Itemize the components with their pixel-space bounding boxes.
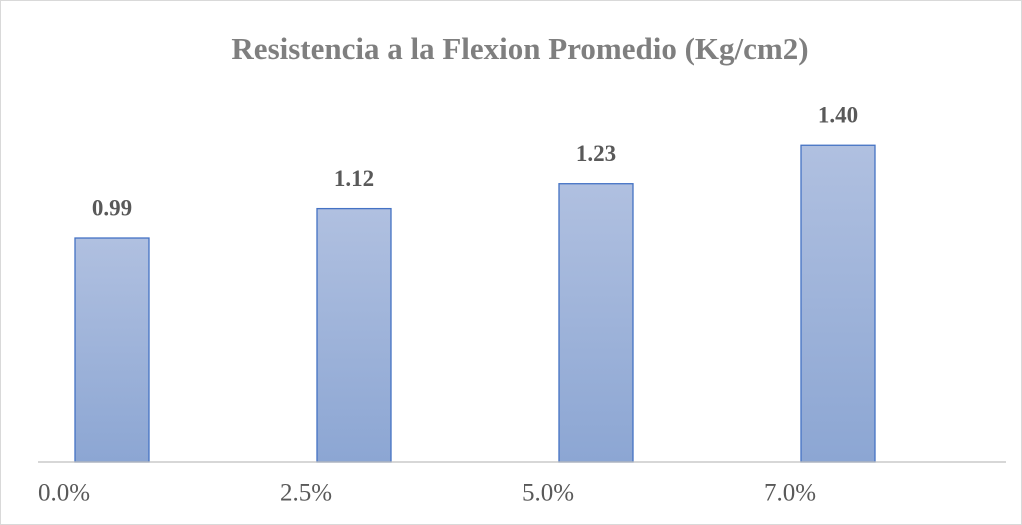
x-tick-label: 5.0% [522, 480, 574, 507]
x-tick-label: 0.0% [38, 480, 90, 507]
bar [558, 183, 634, 463]
chart-title: Resistencia a la Flexion Promedio (Kg/cm… [231, 31, 808, 66]
bar [74, 237, 150, 463]
data-label: 0.99 [92, 195, 132, 220]
data-label: 1.40 [818, 103, 858, 128]
data-label: 1.12 [334, 166, 374, 191]
x-tick-label: 2.5% [280, 480, 332, 507]
bar [800, 144, 876, 463]
x-tick-label: 7.0% [764, 480, 816, 507]
bar [316, 207, 392, 463]
data-label: 1.23 [576, 141, 616, 166]
